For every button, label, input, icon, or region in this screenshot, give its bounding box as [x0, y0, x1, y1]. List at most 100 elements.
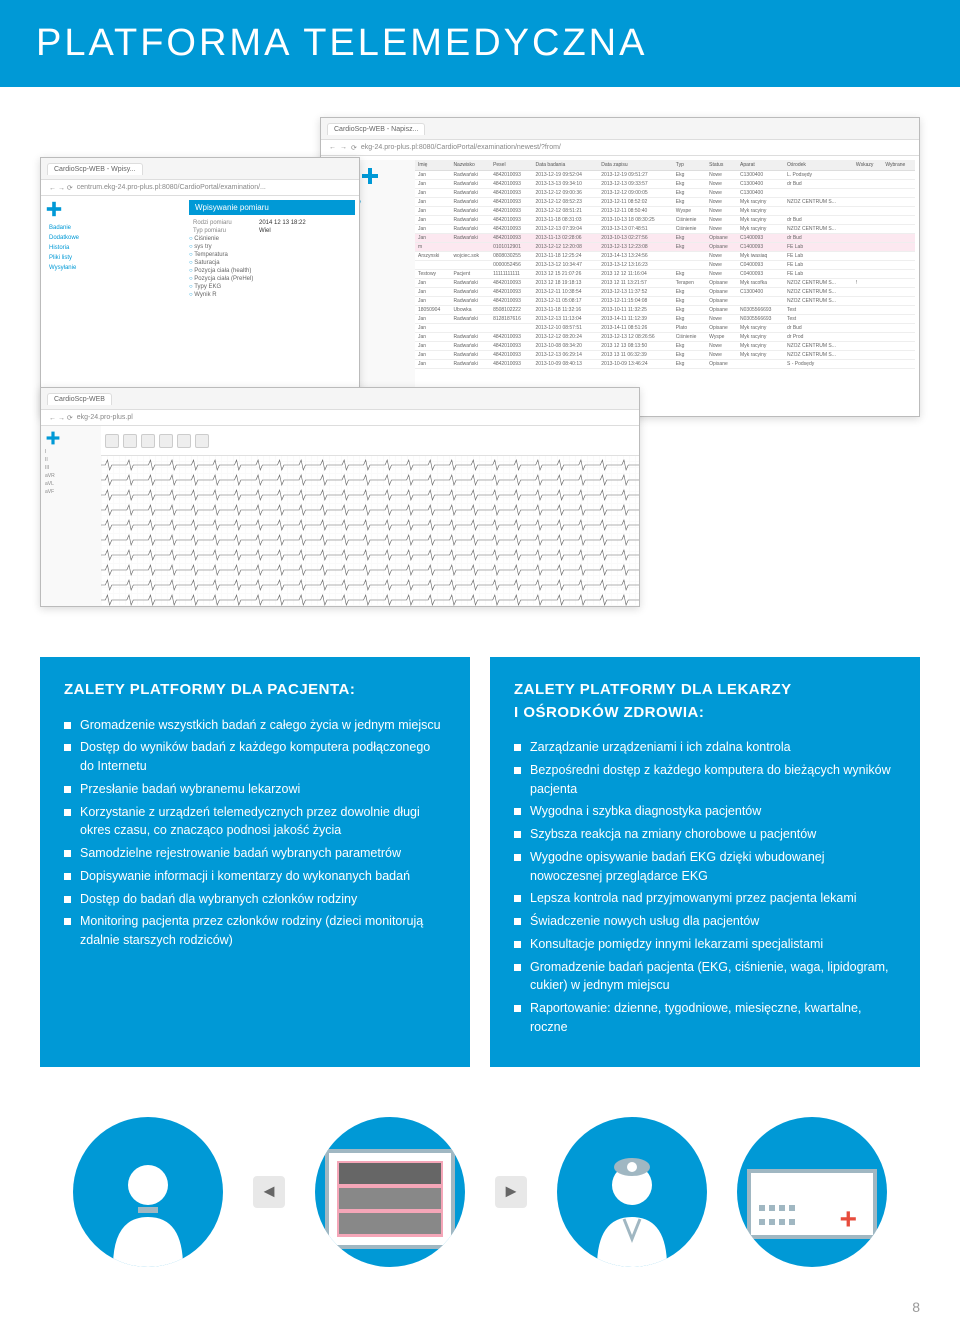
benefit-item: Bezpośredni dostęp z każdego komputera d…: [514, 761, 896, 799]
table-row: JanRadwański48420100932013-10-08 08:34:2…: [415, 342, 915, 351]
table-cell: [853, 360, 882, 369]
reload-icon: ⟳: [351, 144, 357, 152]
table-cell: Nowe: [706, 270, 737, 279]
table-cell: [853, 333, 882, 342]
benefit-item: Dostęp do badań dla wybranych członków r…: [64, 890, 446, 909]
table-cell: Wyspe: [706, 333, 737, 342]
form-field: Wynik R: [189, 291, 355, 299]
benefit-item: Dostęp do wyników badań z każdego komput…: [64, 738, 446, 776]
table-cell: 2013-12-11 10:38:54: [532, 288, 598, 297]
table-cell: Jan: [415, 324, 450, 333]
table-cell: 2013-10-11 11:32:25: [598, 306, 673, 315]
table-cell: N0305566693: [737, 306, 784, 315]
table-cell: Wyspe: [673, 207, 706, 216]
table-cell: FE Lab: [784, 243, 853, 252]
ecg-trace: [101, 503, 639, 517]
table-cell: [882, 333, 915, 342]
url-bar: ← → ⟳ekg-24.pro-plus.pl: [41, 410, 639, 426]
table-cell: FE Lab: [784, 261, 853, 270]
table-cell: [882, 216, 915, 225]
ecg-toolbar: [101, 426, 639, 456]
table-row: JanRadwański48420100932013-12-19 09:52:0…: [415, 171, 915, 180]
table-cell: Opisane: [706, 234, 737, 243]
table-cell: 2013-10-09 08:40:13: [532, 360, 598, 369]
table-cell: Radwański: [450, 297, 490, 306]
benefit-item: Wygodne opisywanie badań EKG dzięki wbud…: [514, 848, 896, 886]
patient-box-title: ZALETY PLATFORMY DLA PACJENTA:: [64, 679, 446, 702]
table-cell: Myk racyiny: [737, 333, 784, 342]
table-cell: 4842010093: [490, 360, 532, 369]
table-cell: Radwański: [450, 171, 490, 180]
screenshots-area: CardioScp-WEB - Napisz... ← → ⟳ ekg-24.p…: [40, 117, 920, 617]
features-row: ZALETY PLATFORMY DLA PACJENTA: Gromadzen…: [0, 657, 960, 1067]
table-cell: [882, 198, 915, 207]
screenshot-form: CardioScp-WEB - Wpisy... ← → ⟳ centrum.e…: [40, 157, 360, 417]
table-cell: 4842010093: [490, 279, 532, 288]
table-cell: [737, 297, 784, 306]
ecg-trace: [101, 533, 639, 547]
toolbar-btn: [141, 434, 155, 448]
table-cell: Radwański: [450, 315, 490, 324]
form-field: sys try: [189, 243, 355, 251]
table-cell: Nowe: [706, 198, 737, 207]
table-cell: [673, 252, 706, 261]
table-cell: [490, 324, 532, 333]
table-cell: NZOZ CENTRUM S...: [784, 297, 853, 306]
table-cell: 2013-12-13 11:37:52: [598, 288, 673, 297]
table-cell: wojciec.sok: [450, 252, 490, 261]
table-cell: Ekg: [673, 351, 706, 360]
table-row: JanRadwański81281876162013-12-13 11:13:0…: [415, 315, 915, 324]
table-row: 18050904Ubowka85081022222013-11-18 11:32…: [415, 306, 915, 315]
table-cell: Jan: [415, 342, 450, 351]
ambulance-icon: +: [737, 1117, 887, 1267]
table-cell: dr Bud: [784, 324, 853, 333]
nav-fwd-icon: →: [340, 144, 347, 151]
table-cell: Radwański: [450, 351, 490, 360]
ecg-trace: [101, 548, 639, 562]
table-row: Jan2013-12-10 08:57:512013-14-11 08:51:2…: [415, 324, 915, 333]
table-cell: 4842010093: [490, 180, 532, 189]
table-cell: Opisane: [706, 360, 737, 369]
table-cell: NZOZ CENTRUM S...: [784, 342, 853, 351]
table-cell: 2013-11-18 12:25:24: [532, 252, 598, 261]
table-cell: Ciśnienie: [673, 225, 706, 234]
table-cell: [882, 180, 915, 189]
doctor-icon: [557, 1117, 707, 1267]
table-row: 00000524562013-13-12 10:34:472013-13-12 …: [415, 261, 915, 270]
table-cell: Radwański: [450, 342, 490, 351]
table-cell: [737, 360, 784, 369]
table-cell: [853, 189, 882, 198]
table-cell: Ekg: [673, 360, 706, 369]
table-cell: Nowe: [706, 180, 737, 189]
table-cell: [882, 225, 915, 234]
table-cell: 4842010093: [490, 198, 532, 207]
table-cell: Testowy: [415, 270, 450, 279]
table-cell: 2013 12 11 13:21:57: [598, 279, 673, 288]
table-cell: [853, 198, 882, 207]
table-cell: 2013 13 11 06:32:39: [598, 351, 673, 360]
table-cell: C1300400: [737, 180, 784, 189]
table-cell: 2013-12-11 08:52:02: [598, 198, 673, 207]
toolbar-btn: [105, 434, 119, 448]
table-header-cell: Pesel: [490, 160, 532, 171]
url-text: ekg-24.pro-plus.pl:8080/CardioPortal/exa…: [361, 144, 561, 151]
doctor-benefits-box: ZALETY PLATFORMY DLA LEKARZY I OŚRODKÓW …: [490, 657, 920, 1067]
table-cell: [882, 324, 915, 333]
table-cell: Test: [784, 315, 853, 324]
table-cell: NZOZ CENTRUM S...: [784, 279, 853, 288]
table-row: JanRadwański48420100932013-11-13 02:28:0…: [415, 234, 915, 243]
form-sidebar: BadanieDodatkoweHistoriaPliki listyWysył…: [45, 200, 115, 299]
table-cell: Opisane: [706, 279, 737, 288]
table-cell: Jan: [415, 198, 450, 207]
table-cell: 2013-12-13 12:23:08: [598, 243, 673, 252]
table-header-cell: Aparat: [737, 160, 784, 171]
url-bar: ← → ⟳ ekg-24.pro-plus.pl:8080/CardioPort…: [321, 140, 919, 156]
table-cell: Opisane: [706, 324, 737, 333]
table-cell: Jan: [415, 288, 450, 297]
table-cell: Myk racofka: [737, 279, 784, 288]
table-cell: Nowe: [706, 171, 737, 180]
table-cell: NZOZ CENTRUM S...: [784, 288, 853, 297]
table-cell: 2013-13-12 13:16:23: [598, 261, 673, 270]
table-cell: 0101012901: [490, 243, 532, 252]
benefit-item: Zarządzanie urządzeniami i ich zdalna ko…: [514, 738, 896, 757]
